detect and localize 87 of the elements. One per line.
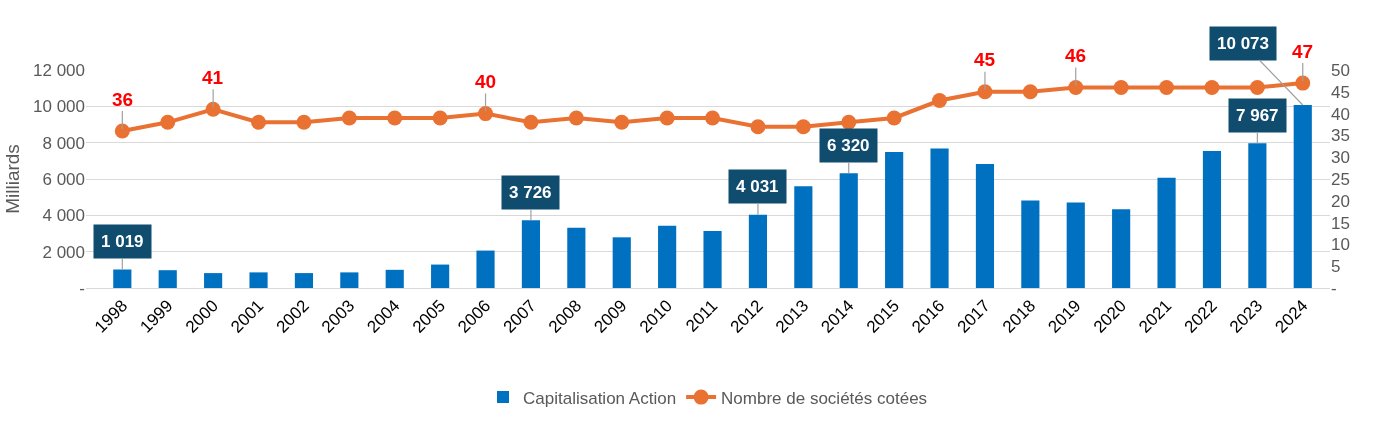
bar	[1066, 202, 1085, 288]
point	[296, 114, 312, 130]
point	[1204, 79, 1220, 95]
point	[1113, 79, 1129, 95]
bar	[294, 273, 314, 288]
bar	[794, 186, 813, 288]
point	[1159, 79, 1175, 95]
point	[1068, 79, 1084, 95]
point	[977, 84, 993, 100]
bar	[1157, 177, 1176, 288]
y-tick-label: 8 000	[42, 133, 85, 153]
y-tick-label: 6 000	[42, 169, 85, 189]
data-label: 6 320	[827, 136, 870, 155]
point	[432, 110, 448, 126]
bar	[567, 227, 586, 288]
bar	[1202, 151, 1222, 288]
y-tick-label: 2 000	[42, 242, 85, 262]
bar	[975, 164, 995, 288]
point	[932, 93, 948, 109]
y2-tick-label: 30	[1331, 148, 1350, 168]
y2-tick-label: 35	[1331, 126, 1350, 146]
bar	[885, 152, 904, 288]
bar	[1293, 105, 1312, 288]
y2-tick-label: 10	[1331, 235, 1350, 255]
bar	[431, 264, 450, 288]
point	[1022, 84, 1038, 100]
data-label: 7 967	[1236, 106, 1279, 125]
bar	[612, 237, 631, 288]
data-label: 36	[112, 89, 134, 110]
point	[1249, 79, 1265, 95]
data-label: 4 031	[736, 177, 779, 196]
point	[614, 114, 630, 130]
point	[160, 114, 176, 130]
y2-tick-label: 20	[1331, 191, 1350, 211]
data-label: 41	[202, 67, 224, 88]
y-tick-label: 4 000	[42, 206, 85, 226]
bar	[703, 230, 722, 288]
bar	[340, 272, 359, 288]
point	[387, 110, 403, 126]
bar	[204, 273, 223, 288]
y-tick-label: 12 000	[33, 60, 85, 80]
point	[1295, 75, 1311, 91]
y2-tick-label: 15	[1331, 213, 1350, 233]
y2-tick-label: 5	[1331, 257, 1341, 277]
point	[341, 110, 357, 126]
y-tick-label: -	[79, 278, 85, 298]
bar	[521, 220, 541, 288]
point	[750, 119, 766, 135]
bar	[385, 269, 404, 288]
point	[568, 110, 584, 126]
point	[114, 123, 130, 139]
y-tick-label: 10 000	[33, 97, 85, 117]
legend-label: Nombre de sociétés cotées	[721, 388, 928, 408]
bar	[476, 250, 495, 288]
y2-tick-label: -	[1331, 278, 1337, 298]
data-label: 40	[475, 71, 497, 92]
data-label: 10 073	[1217, 34, 1269, 53]
data-label: 3 726	[509, 183, 552, 202]
y2-tick-label: 50	[1331, 60, 1350, 80]
bar	[1021, 200, 1040, 288]
y2-tick-label: 25	[1331, 169, 1350, 189]
bar	[930, 148, 949, 288]
bar	[113, 269, 132, 288]
data-label: 45	[974, 49, 996, 70]
point	[205, 101, 221, 117]
bar	[1248, 143, 1267, 288]
point	[251, 114, 267, 130]
bar	[1112, 209, 1131, 288]
data-label: 47	[1292, 41, 1314, 62]
y-axis-title: Milliards	[1, 144, 23, 214]
bar	[748, 214, 768, 288]
y2-tick-label: 40	[1331, 104, 1350, 124]
bar	[249, 272, 268, 288]
point	[523, 114, 539, 130]
data-label: 1 019	[101, 232, 144, 251]
bar	[839, 173, 858, 288]
data-label: 46	[1065, 45, 1087, 66]
point	[886, 110, 902, 126]
bar	[658, 225, 677, 288]
point	[841, 114, 857, 130]
y2-tick-label: 45	[1331, 82, 1350, 102]
legend-label: Capitalisation Action	[523, 388, 677, 408]
point	[795, 119, 811, 135]
point	[705, 110, 721, 126]
point	[659, 110, 675, 126]
bar	[158, 270, 177, 288]
point	[478, 106, 494, 122]
